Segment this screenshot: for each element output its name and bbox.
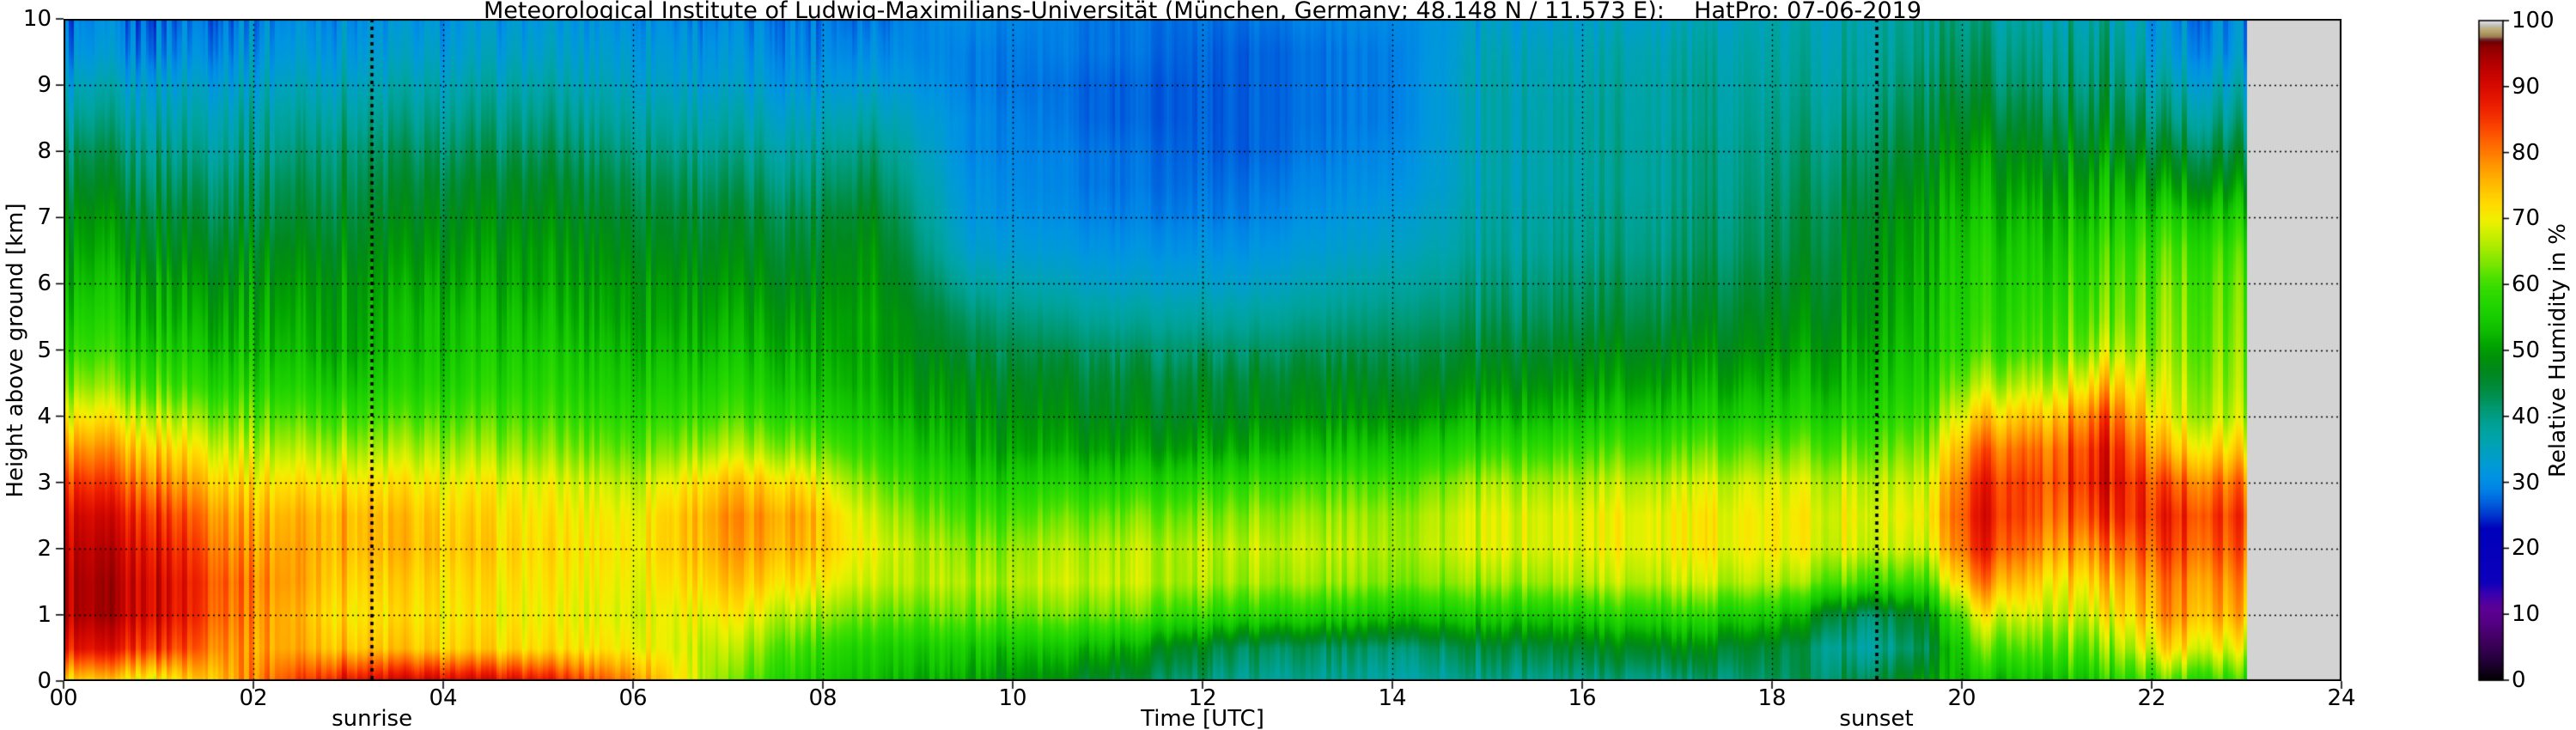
x-tick-label: 08 <box>808 685 837 711</box>
x-tick-label: 06 <box>618 685 648 711</box>
colorbar-tick-label: 10 <box>2512 601 2541 628</box>
y-tick-label: 2 <box>37 535 52 562</box>
colorbar-tick-label: 40 <box>2512 403 2541 429</box>
x-axis-label: Time [UTC] <box>1141 706 1264 730</box>
y-tick-label: 0 <box>37 668 52 694</box>
colorbar-tick-label: 50 <box>2512 338 2541 363</box>
y-tick-label: 8 <box>37 138 52 165</box>
x-tick-label: 16 <box>1568 685 1597 711</box>
x-tick-label: 02 <box>239 685 268 711</box>
colorbar-tick-label: 20 <box>2512 535 2541 562</box>
y-axis-label: Height above ground [km] <box>3 203 28 498</box>
colorbar-tick-label: 30 <box>2512 469 2541 496</box>
sunrise-annotation-label: sunrise <box>332 706 413 730</box>
x-tick-label: 24 <box>2327 685 2356 711</box>
colorbar-tick-label: 60 <box>2512 271 2541 298</box>
x-tick-label: 00 <box>49 685 78 711</box>
y-tick-label: 9 <box>37 72 52 99</box>
colorbar-tick-label: 90 <box>2512 73 2541 100</box>
colorbar-tick-label: 100 <box>2512 8 2555 33</box>
y-tick-label: 5 <box>37 337 52 363</box>
y-tick-label: 6 <box>37 271 52 297</box>
x-tick-label: 10 <box>998 685 1027 711</box>
y-tick-label: 3 <box>37 469 52 496</box>
y-tick-label: 1 <box>37 601 52 628</box>
colorbar-tick-label: 80 <box>2512 139 2541 166</box>
x-tick-label: 18 <box>1757 685 1787 711</box>
colorbar-tick-label: 70 <box>2512 205 2541 232</box>
x-tick-label: 14 <box>1378 685 1407 711</box>
y-tick-label: 4 <box>37 403 52 429</box>
x-tick-label: 22 <box>2137 685 2166 711</box>
x-tick-label: 04 <box>429 685 458 711</box>
y-tick-label: 10 <box>22 6 52 32</box>
y-tick-label: 7 <box>37 204 52 231</box>
x-tick-label: 20 <box>1947 685 1976 711</box>
colorbar-tick-label: 0 <box>2512 667 2526 693</box>
sunset-annotation-label: sunset <box>1839 706 1914 730</box>
colorbar-label: Relative Humidity in % <box>2545 223 2571 478</box>
x-tick-label: 12 <box>1188 685 1217 711</box>
